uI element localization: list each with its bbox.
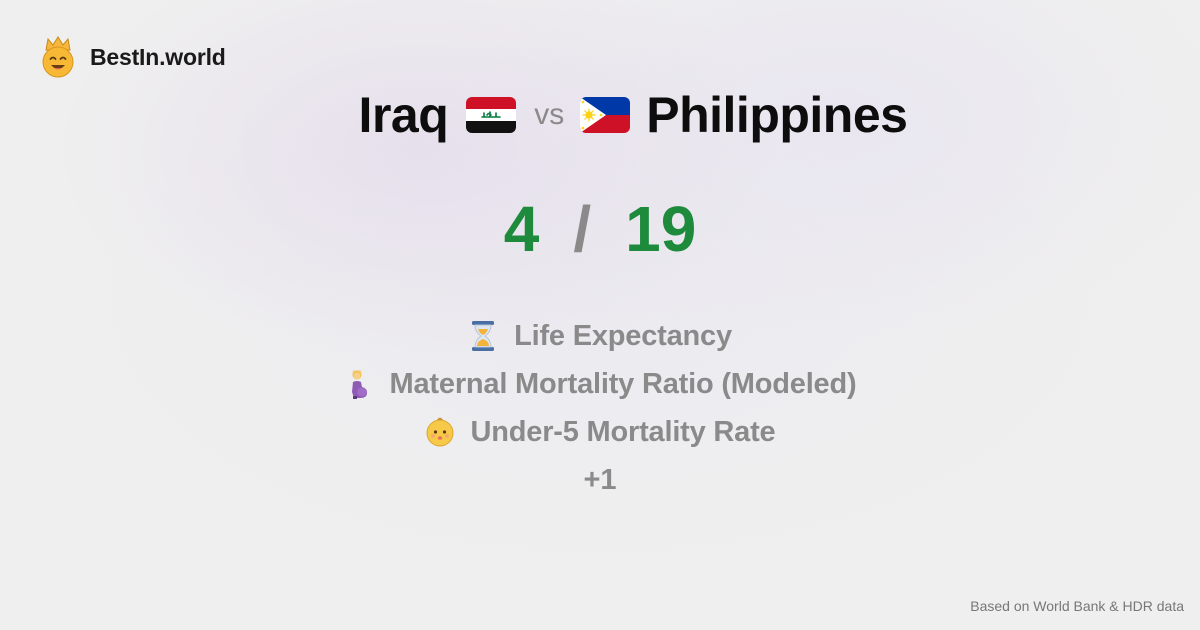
brand-name: BestIn.world (90, 43, 226, 70)
left-country: Iraq (358, 87, 449, 143)
metric-item: Under-5 Mortality Rate (425, 408, 776, 456)
philippines-flag-icon (580, 97, 631, 133)
comparison-headline: Iraq vs Philippines (0, 86, 1200, 144)
right-country: Philippines (646, 87, 908, 143)
brand[interactable]: BestIn.world (38, 36, 226, 78)
score-separator: / (573, 193, 592, 265)
metric-label: Life Expectancy (514, 319, 732, 352)
score-left: 4 (503, 193, 540, 265)
iraq-flag-icon (466, 97, 517, 133)
more-metrics-count: +1 (583, 464, 617, 496)
metric-item: Maternal Mortality Ratio (Modeled) (344, 360, 857, 408)
metric-label: Under-5 Mortality Rate (470, 415, 776, 448)
metric-label: Maternal Mortality Ratio (Modeled) (389, 367, 857, 400)
hourglass-icon (472, 321, 495, 351)
metric-item: Life Expectancy (468, 312, 732, 360)
pregnant-woman-icon (351, 370, 367, 399)
crowned-smiley-icon (42, 36, 74, 78)
data-source-note: Based on World Bank & HDR data (970, 598, 1184, 614)
baby-icon (426, 417, 453, 447)
metric-list: Life Expectancy Maternal Mortality Ratio… (0, 312, 1200, 504)
score-right: 19 (625, 193, 697, 265)
score: 4 / 19 (0, 192, 1200, 266)
vs-label: vs (534, 98, 565, 131)
